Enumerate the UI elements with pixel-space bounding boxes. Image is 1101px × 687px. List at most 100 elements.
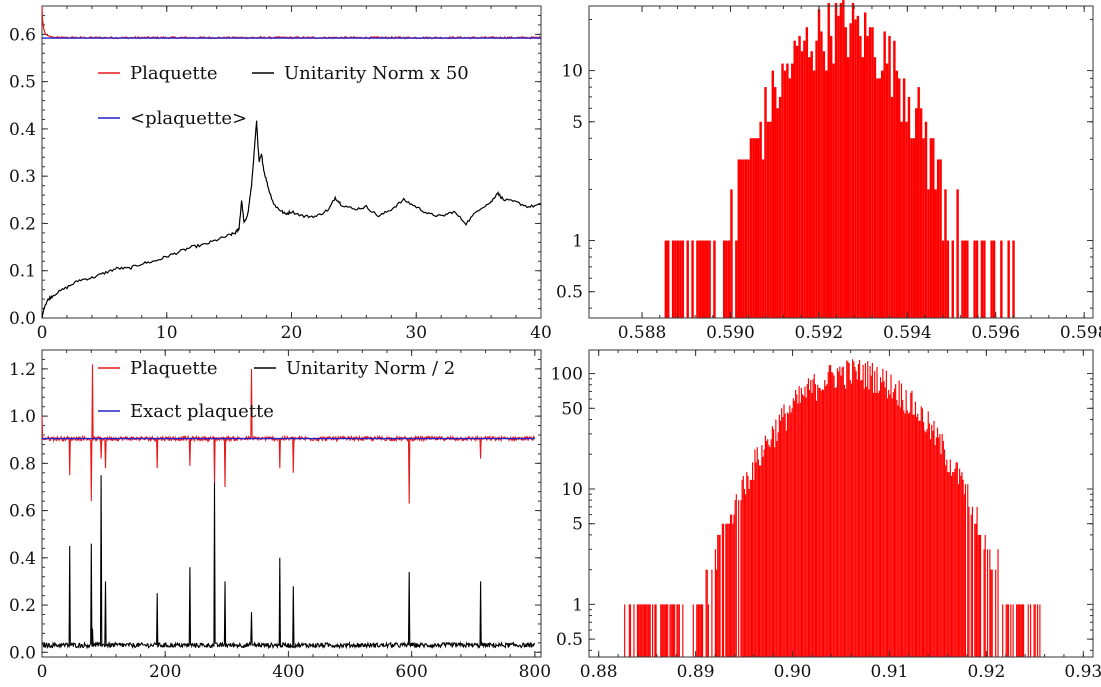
histogram-bar xyxy=(902,400,904,657)
histogram-bar xyxy=(1005,604,1007,657)
histogram-bar xyxy=(978,534,980,657)
histogram-bar xyxy=(855,371,857,657)
histogram-bar xyxy=(810,379,812,657)
histogram-bar xyxy=(691,240,694,318)
histogram-bar xyxy=(898,380,900,657)
histogram-bar xyxy=(839,2,843,319)
histogram-bar xyxy=(822,51,826,319)
histogram-bar xyxy=(950,475,953,657)
x-tick-label: 10 xyxy=(156,323,178,343)
histogram-bar xyxy=(910,392,912,657)
histogram-bar xyxy=(831,372,833,657)
histogram-bar xyxy=(682,604,684,657)
histogram-bar xyxy=(942,441,944,657)
y-tick-label: 50 xyxy=(561,399,583,419)
histogram-bar xyxy=(974,523,976,657)
histogram-bar xyxy=(791,63,794,318)
histogram-bar xyxy=(727,240,731,318)
histogram-bar xyxy=(957,484,960,657)
histogram-bar xyxy=(805,27,809,318)
histogram-bar xyxy=(961,472,963,657)
histogram-bar xyxy=(940,454,942,657)
histogram-bar xyxy=(878,78,882,318)
histogram-bar xyxy=(945,465,947,657)
histogram-bar xyxy=(708,240,711,318)
histogram-bar xyxy=(740,500,742,657)
histogram-bar xyxy=(728,523,730,657)
x-tick-label: 200 xyxy=(149,662,181,682)
x-tick-label: 0 xyxy=(37,662,48,682)
histogram-bar xyxy=(853,361,855,657)
histogram-bar xyxy=(921,408,923,657)
histogram-bar xyxy=(884,387,886,657)
histogram-bar xyxy=(859,35,862,319)
histogram-bar xyxy=(944,189,947,318)
histogram-bar xyxy=(798,35,801,319)
histogram-bar xyxy=(749,479,751,657)
histogram-bar xyxy=(907,96,911,319)
histogram-bar xyxy=(936,159,940,318)
histogram-bar xyxy=(1012,604,1014,657)
histogram-bar xyxy=(979,534,982,657)
histogram-bar xyxy=(873,57,877,319)
x-tick-label: 0 xyxy=(37,323,48,343)
histogram-bar xyxy=(747,475,749,657)
histogram-bar xyxy=(840,375,842,657)
histogram-bar xyxy=(866,35,869,319)
histogram-bar xyxy=(785,430,787,657)
histogram-bar xyxy=(863,388,865,657)
x-tick-label: 600 xyxy=(395,662,427,682)
histogram-bar xyxy=(848,363,850,657)
histogram-bar xyxy=(674,240,677,318)
histogram-bar xyxy=(782,417,784,657)
histogram-bar xyxy=(788,413,790,657)
histogram-bar xyxy=(706,569,708,657)
histogram-bar xyxy=(838,371,840,657)
x-tick-label: 30 xyxy=(405,323,427,343)
histogram-bar xyxy=(792,398,794,657)
histogram-bar xyxy=(879,377,882,657)
histogram-bar xyxy=(722,523,725,657)
histogram-bar xyxy=(795,390,797,657)
histogram-bar xyxy=(727,523,729,657)
histogram-bar xyxy=(705,569,707,657)
histogram-bar xyxy=(775,419,777,657)
x-tick-label: 0.598 xyxy=(1060,323,1101,343)
legend-label: Plaquette xyxy=(130,63,218,84)
y-tick-label: 1.2 xyxy=(9,360,36,380)
histogram-bar xyxy=(647,604,649,657)
histogram-bar xyxy=(766,121,770,318)
legend-label: Unitarity Norm x 50 xyxy=(284,63,469,84)
histogram-bar xyxy=(670,604,672,657)
histogram-bar xyxy=(900,383,903,657)
histogram-bar xyxy=(928,423,930,657)
y-tick-label: 0.4 xyxy=(9,549,36,569)
histogram-bar xyxy=(832,63,835,318)
histogram-bar xyxy=(1018,604,1020,657)
histogram-bar xyxy=(671,240,675,318)
histogram-bar xyxy=(750,479,753,657)
histogram-bar xyxy=(1017,604,1019,657)
histogram-bar xyxy=(844,27,847,318)
histogram-bar xyxy=(905,121,908,318)
histogram-bar xyxy=(731,514,733,657)
histogram-bar xyxy=(778,414,780,657)
histogram-bar xyxy=(725,240,728,318)
histogram-bar xyxy=(995,569,997,657)
histogram-bar xyxy=(980,240,984,318)
histogram-bar xyxy=(663,604,665,657)
histogram-bar xyxy=(902,78,906,318)
histogram-bar xyxy=(814,384,816,657)
histogram-bar xyxy=(827,372,829,657)
histogram-bar xyxy=(875,392,877,657)
histogram-bar xyxy=(837,15,840,318)
histogram-bar xyxy=(977,534,979,657)
histogram-bar xyxy=(918,420,920,657)
histogram-bar xyxy=(895,70,899,318)
histogram-bar xyxy=(905,390,907,657)
histogram-bar xyxy=(707,604,709,657)
histogram-bar xyxy=(762,456,764,657)
histogram-bar xyxy=(854,19,857,318)
histogram-bar xyxy=(960,475,962,657)
histogram-bar xyxy=(797,403,799,657)
